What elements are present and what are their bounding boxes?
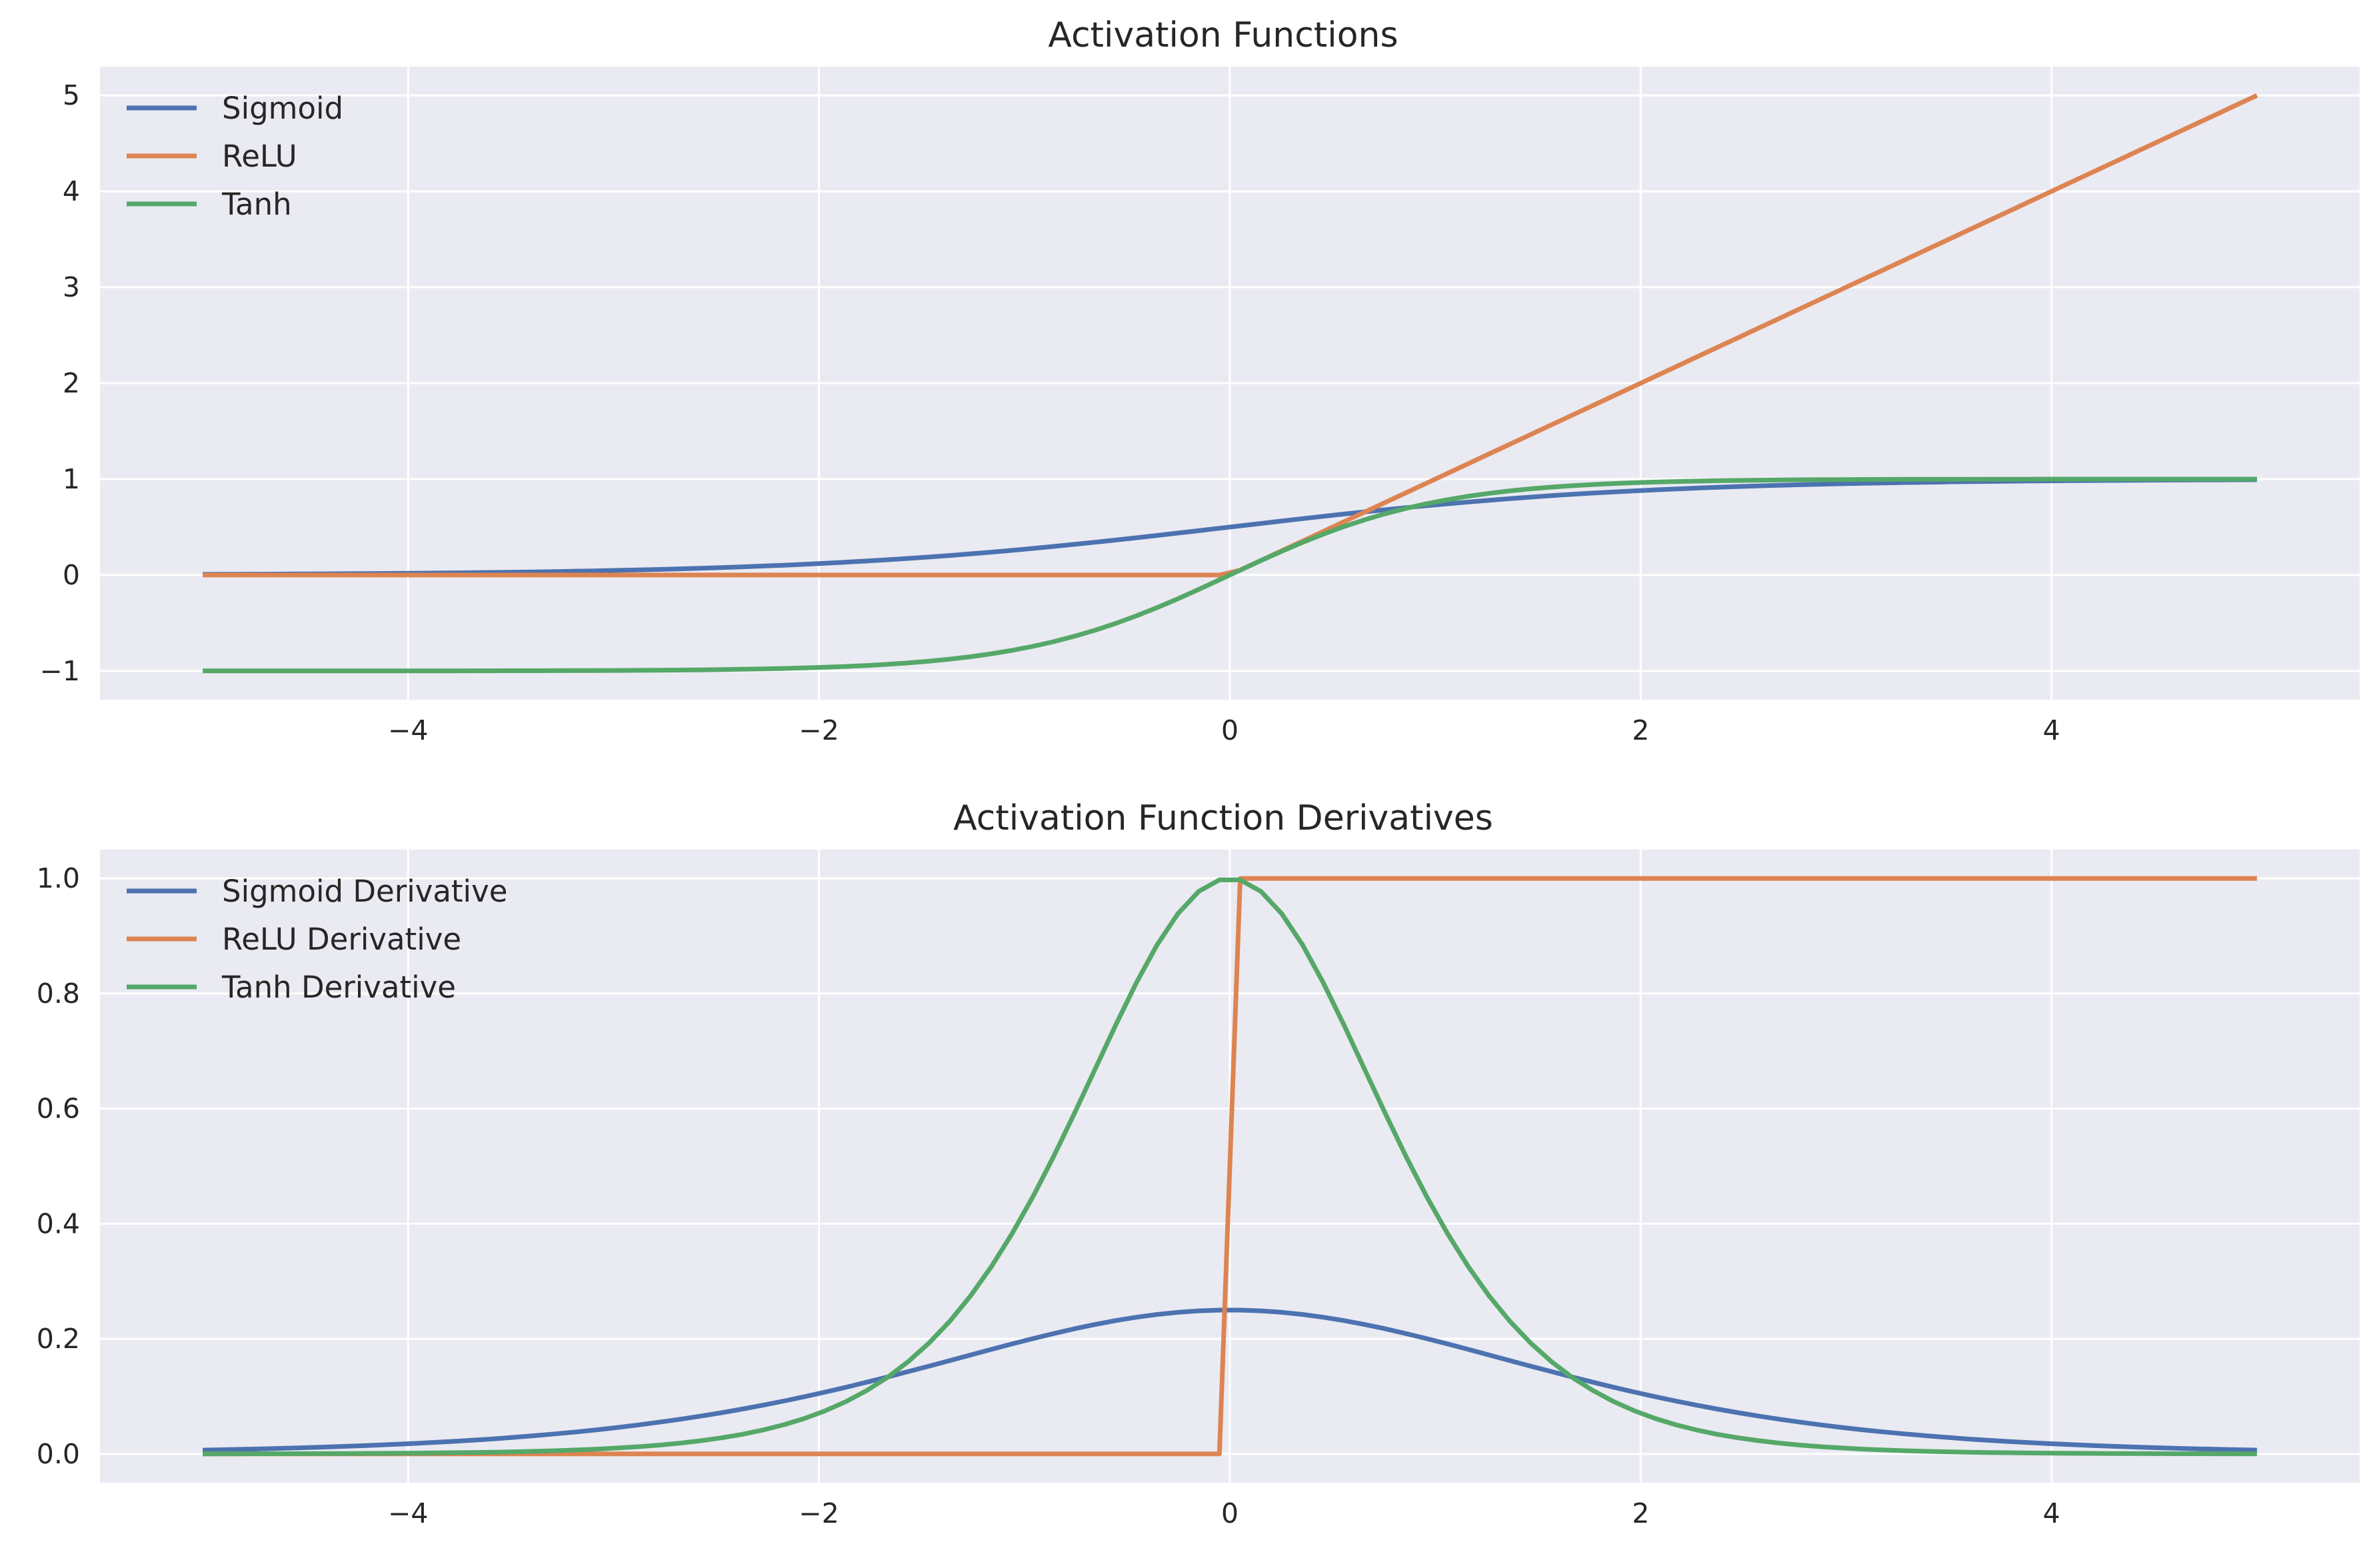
y-tick-label: 0.8 [37,978,80,1010]
x-tick-label: 2 [1632,714,1649,746]
legend-item: ReLU [127,139,297,174]
activation-functions-panel: Activation Functions −4 −2 0 2 4 −1 0 1 2 3 4 5 Si… [40,15,2360,746]
legend-label: Sigmoid [222,91,343,126]
y-tick-label: 1 [63,463,80,495]
y-tick-label: 2 [63,367,80,399]
series-line-sigmoid [203,477,2257,577]
y-tick-label: 0.0 [37,1438,80,1470]
series-line-sigmoid_derivative [203,1307,2257,1453]
x-tick-label: −2 [799,714,839,746]
y-tick-label: 3 [63,271,80,303]
x-axis-ticks: −4 −2 0 2 4 [388,1497,2060,1529]
series-line-tanh_derivative [203,877,2257,1457]
chart-title: Activation Function Derivatives [953,798,1493,838]
x-tick-label: 0 [1221,1497,1238,1529]
x-tick-label: 4 [2043,1497,2060,1529]
x-tick-label: −4 [388,1497,428,1529]
legend: Sigmoid ReLU Tanh [127,91,343,222]
legend-label: ReLU [222,139,297,174]
legend-label: Tanh [221,187,292,222]
legend: Sigmoid Derivative ReLU Derivative Tanh De… [127,874,507,1005]
y-tick-label: −1 [40,655,80,687]
y-tick-label: 0 [63,559,80,591]
y-tick-label: 0.2 [37,1323,80,1355]
y-tick-label: 5 [63,79,80,111]
series-lines [203,876,2257,1457]
y-tick-label: 0.4 [37,1207,80,1239]
series-line-tanh [203,476,2257,674]
chart-title: Activation Functions [1048,15,1398,55]
series-lines [203,93,2258,674]
x-tick-label: −4 [388,714,428,746]
x-axis-ticks: −4 −2 0 2 4 [388,714,2060,746]
legend-item: Tanh Derivative [127,970,456,1005]
x-tick-label: 0 [1221,714,1238,746]
legend-label: Sigmoid Derivative [222,874,507,909]
legend-label: ReLU Derivative [222,922,461,957]
y-axis-ticks: 0.0 0.2 0.4 0.6 0.8 1.0 [37,862,80,1470]
y-tick-label: 4 [63,175,80,207]
series-line-relu_derivative [203,876,2257,1457]
x-tick-label: 4 [2043,714,2060,746]
x-tick-label: 2 [1632,1497,1649,1529]
activation-derivatives-panel: Activation Function Derivatives −4 −2 0 2 4 … [37,798,2360,1529]
legend-label: Tanh Derivative [221,970,456,1005]
legend-item: Sigmoid Derivative [127,874,507,909]
y-axis-ticks: −1 0 1 2 3 4 5 [40,79,80,687]
y-tick-label: 1.0 [37,862,80,894]
legend-item: Tanh [127,187,292,222]
x-tick-label: −2 [799,1497,839,1529]
grid [100,67,2360,700]
legend-item: Sigmoid [127,91,343,126]
y-tick-label: 0.6 [37,1093,80,1125]
legend-item: ReLU Derivative [127,922,461,957]
